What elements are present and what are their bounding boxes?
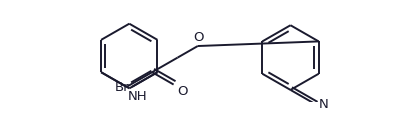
Text: N: N <box>318 97 328 110</box>
Text: Br: Br <box>114 81 129 93</box>
Text: O: O <box>177 84 188 97</box>
Text: NH: NH <box>128 89 148 102</box>
Text: O: O <box>193 31 203 44</box>
